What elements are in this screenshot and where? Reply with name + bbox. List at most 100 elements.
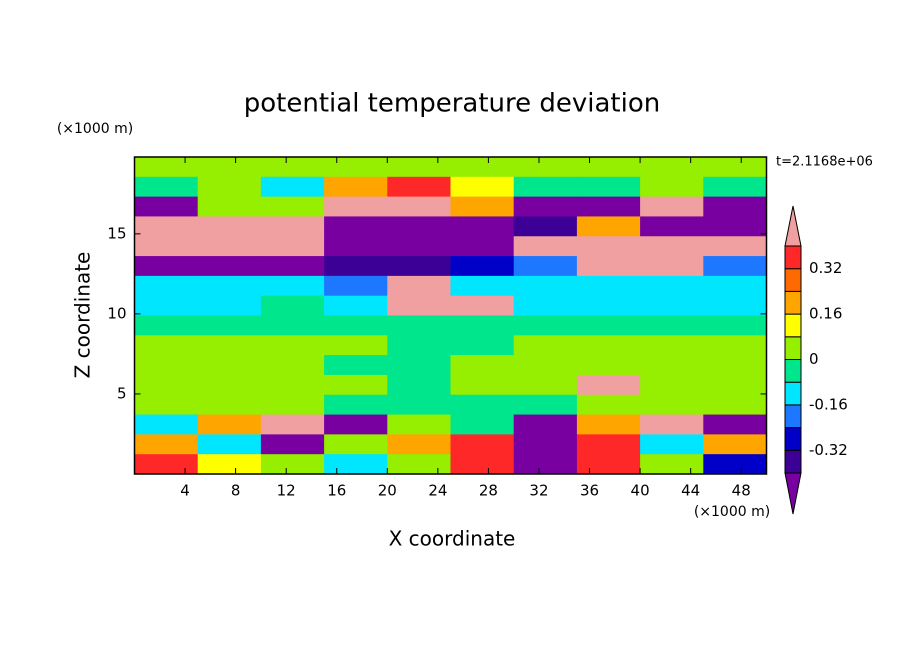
contour-cell bbox=[260, 196, 325, 217]
contour-cell bbox=[513, 454, 578, 475]
contour-cell bbox=[324, 216, 388, 237]
contour-cell bbox=[197, 335, 262, 356]
contour-cell bbox=[703, 196, 767, 217]
contour-cell bbox=[640, 216, 704, 237]
contour-cell bbox=[324, 196, 388, 217]
contour-cell bbox=[134, 454, 199, 475]
contour-cell bbox=[387, 414, 451, 435]
contour-cell bbox=[387, 216, 451, 237]
contour-cell bbox=[703, 157, 767, 178]
contour-cell bbox=[576, 315, 641, 336]
contour-cell bbox=[640, 414, 704, 435]
contour-cell bbox=[134, 315, 199, 336]
x-tick-label: 4 bbox=[180, 482, 190, 500]
contour-cell bbox=[640, 295, 704, 316]
contour-cell bbox=[387, 295, 451, 316]
contour-cell bbox=[450, 355, 515, 376]
contour-cell bbox=[576, 216, 641, 237]
contour-cell bbox=[450, 335, 515, 356]
contour-cell bbox=[703, 275, 767, 297]
colorbar-box bbox=[784, 404, 802, 429]
contour-cell bbox=[450, 315, 515, 336]
contour-cell bbox=[387, 454, 451, 475]
contour-cell bbox=[134, 374, 199, 396]
contour-cell bbox=[324, 394, 388, 416]
time-label: t=2.1168e+06 bbox=[776, 155, 873, 170]
contour-cell bbox=[134, 295, 199, 316]
x-axis-title: X coordinate bbox=[389, 527, 516, 551]
contour-cell bbox=[387, 315, 451, 336]
contour-cell bbox=[260, 355, 325, 376]
contour-cell bbox=[513, 335, 578, 356]
contour-cell bbox=[640, 315, 704, 336]
y-unit: (×1000 m) bbox=[57, 121, 133, 137]
contour-cell bbox=[513, 236, 578, 257]
contour-cell bbox=[450, 434, 515, 455]
colorbar-box bbox=[784, 313, 802, 338]
contour-cell bbox=[703, 355, 767, 376]
contour-cell bbox=[134, 335, 199, 356]
contour-cell bbox=[324, 374, 388, 396]
contour-cell bbox=[387, 236, 451, 257]
x-tick-label: 16 bbox=[327, 482, 346, 500]
contour-cell bbox=[324, 157, 388, 178]
contour-cell bbox=[134, 216, 199, 237]
x-tick-label: 36 bbox=[580, 482, 599, 500]
contour-cell bbox=[450, 275, 515, 297]
contour-cell bbox=[513, 315, 578, 336]
contour-cell bbox=[640, 236, 704, 257]
contour-cell bbox=[576, 335, 641, 356]
contour-cell bbox=[324, 355, 388, 376]
contour-cell bbox=[450, 176, 515, 198]
contour-cell bbox=[703, 454, 767, 475]
contour-cell bbox=[324, 176, 388, 198]
contour-cell bbox=[134, 157, 199, 178]
contour-cell bbox=[450, 454, 515, 475]
contour-cell bbox=[703, 414, 767, 435]
contour-cell bbox=[513, 434, 578, 455]
contour-cell bbox=[387, 355, 451, 376]
x-tick-label: 24 bbox=[428, 482, 447, 500]
colorbar-box bbox=[784, 290, 802, 315]
x-tick-label: 12 bbox=[277, 482, 296, 500]
x-tick-label: 40 bbox=[631, 482, 650, 500]
contour-cell bbox=[513, 374, 578, 396]
contour-cell bbox=[134, 434, 199, 455]
contour-cell bbox=[640, 374, 704, 396]
contour-cell bbox=[576, 275, 641, 297]
x-unit: (×1000 m) bbox=[694, 504, 770, 520]
contour-cell bbox=[703, 236, 767, 257]
contour-cell bbox=[640, 335, 704, 356]
contour-cell bbox=[260, 216, 325, 237]
contour-cell bbox=[576, 374, 641, 396]
colorbar-box bbox=[784, 449, 802, 474]
contour-cell bbox=[703, 335, 767, 356]
contour-cell bbox=[260, 275, 325, 297]
chart-title: potential temperature deviation bbox=[244, 89, 660, 119]
contour-cell bbox=[197, 355, 262, 376]
colorbar-label: 0 bbox=[809, 350, 819, 368]
contour-cell bbox=[260, 374, 325, 396]
contour-cell bbox=[134, 275, 199, 297]
contour-cell bbox=[134, 256, 199, 277]
contour-cell bbox=[387, 275, 451, 297]
contour-cell bbox=[197, 315, 262, 336]
contour-cell bbox=[197, 454, 262, 475]
colorbar-label: -0.16 bbox=[809, 395, 848, 413]
contour-cell bbox=[197, 196, 262, 217]
x-tick-label: 20 bbox=[378, 482, 397, 500]
contour-cell bbox=[260, 236, 325, 257]
contour-cell bbox=[513, 216, 578, 237]
contour-cell bbox=[703, 374, 767, 396]
contour-cell bbox=[260, 454, 325, 475]
contour-cell bbox=[134, 394, 199, 416]
colorbar-under bbox=[784, 472, 802, 515]
contour-cell bbox=[703, 176, 767, 198]
y-tick-label: 10 bbox=[107, 304, 126, 322]
contour-cell bbox=[387, 157, 451, 178]
contour-cell bbox=[450, 414, 515, 435]
x-tick-label: 32 bbox=[529, 482, 548, 500]
contour-cell bbox=[703, 295, 767, 316]
contour-cell bbox=[576, 414, 641, 435]
contour-cell bbox=[197, 216, 262, 237]
